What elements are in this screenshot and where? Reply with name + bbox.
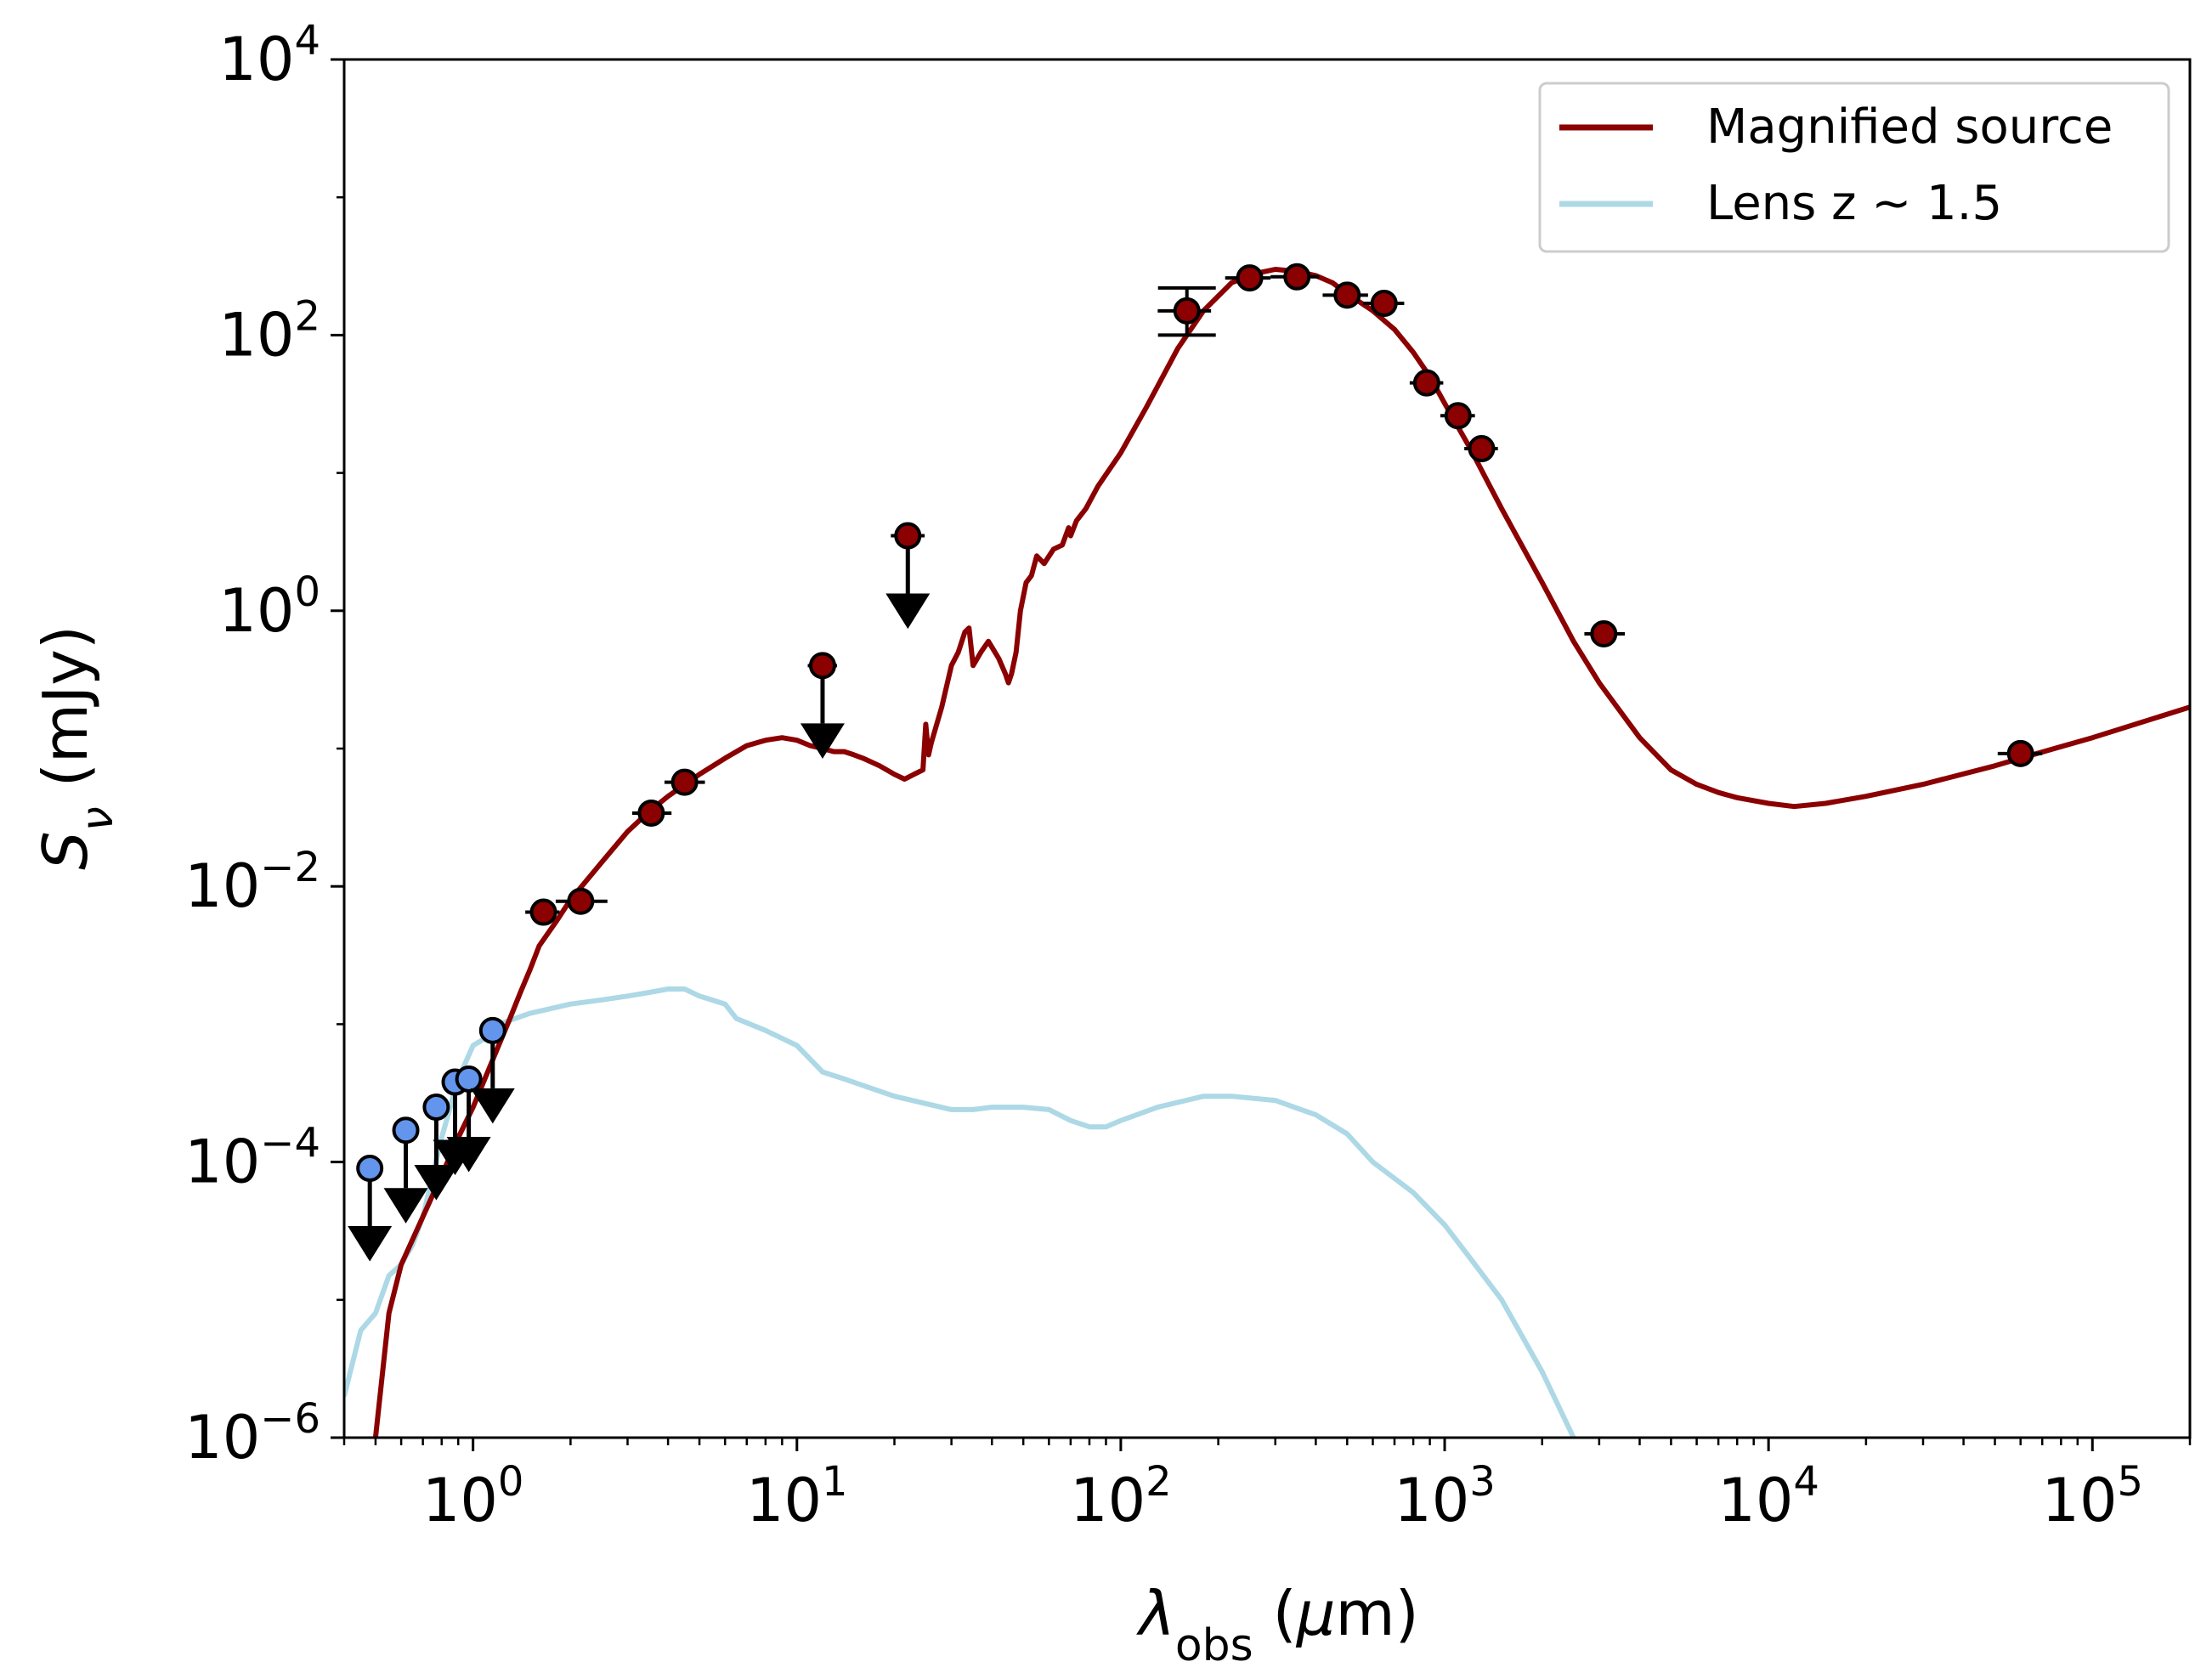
data-point-11 (1468, 435, 1496, 463)
upper-limit-6 (455, 1065, 483, 1093)
y-tick-label-2: 10−2 (184, 844, 320, 921)
data-point-10 (1444, 402, 1472, 430)
upper-limit-0-arrow (800, 723, 845, 759)
upper-limit-2 (356, 1155, 384, 1183)
legend-box (1538, 82, 2170, 253)
legend: Magnified source Lens z ~ 1.5 (1538, 82, 2170, 253)
upper-limit-1-arrow (885, 593, 931, 630)
data-point-7 (1333, 281, 1361, 309)
x-tick-label-4: 104 (1717, 1458, 1819, 1535)
upper-limit-6-arrow (446, 1136, 491, 1173)
data-point-1 (567, 887, 595, 915)
data-point-6 (1283, 263, 1311, 291)
x-tick-label-3: 103 (1394, 1458, 1496, 1535)
markers (348, 263, 2043, 1262)
upper-limit-3 (392, 1116, 420, 1145)
legend-label-lens: Lens z ~ 1.5 (1706, 176, 2002, 231)
data-point-3 (670, 768, 699, 796)
y-tick-label-5: 104 (218, 17, 320, 94)
y-tick-label-4: 102 (218, 292, 320, 370)
x-axis-label: λobs (μm) (1135, 1578, 1419, 1671)
data-point-4 (1173, 297, 1201, 325)
upper-limit-3-arrow (383, 1188, 428, 1224)
y-tick-label-3: 100 (218, 568, 320, 646)
upper-limit-4-arrow (414, 1165, 459, 1201)
data-point-12 (1590, 619, 1618, 647)
upper-limit-1 (894, 522, 922, 550)
upper-limit-7-arrow (470, 1088, 515, 1124)
legend-label-magnified-source: Magnified source (1706, 99, 2113, 155)
upper-limit-4 (422, 1094, 450, 1122)
upper-limit-2-arrow (348, 1226, 393, 1262)
data-point-13 (2006, 739, 2034, 767)
y-axis-label: Sν (mJy) (30, 625, 123, 870)
y-tick-label-0: 10−6 (184, 1395, 320, 1472)
upper-limit-7 (478, 1016, 506, 1044)
x-tick-label-5: 105 (2041, 1458, 2143, 1535)
x-tick-label-2: 102 (1070, 1458, 1172, 1535)
y-axis: 10−6 10−4 10−2 100 102 104 (184, 17, 344, 1472)
upper-limit-0 (808, 652, 836, 680)
data-point-9 (1412, 369, 1440, 397)
data-point-5 (1236, 264, 1264, 292)
x-tick-label-0: 100 (422, 1458, 524, 1535)
data-point-8 (1370, 290, 1398, 318)
data-point-2 (637, 799, 665, 827)
data-point-0 (529, 898, 557, 926)
x-axis: 100 101 102 103 104 105 (342, 1438, 2192, 1535)
x-tick-label-1: 101 (746, 1458, 848, 1535)
y-tick-label-1: 10−4 (184, 1120, 320, 1197)
